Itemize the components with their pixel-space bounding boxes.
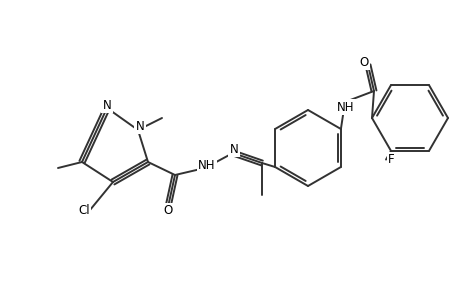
Text: N: N	[135, 119, 144, 133]
Text: N: N	[102, 98, 111, 112]
Text: NH: NH	[198, 158, 215, 172]
Text: Cl: Cl	[78, 203, 90, 217]
Text: O: O	[163, 205, 172, 218]
Text: N: N	[229, 142, 238, 155]
Text: O: O	[358, 56, 368, 68]
Text: F: F	[387, 153, 393, 166]
Text: NH: NH	[336, 100, 354, 113]
